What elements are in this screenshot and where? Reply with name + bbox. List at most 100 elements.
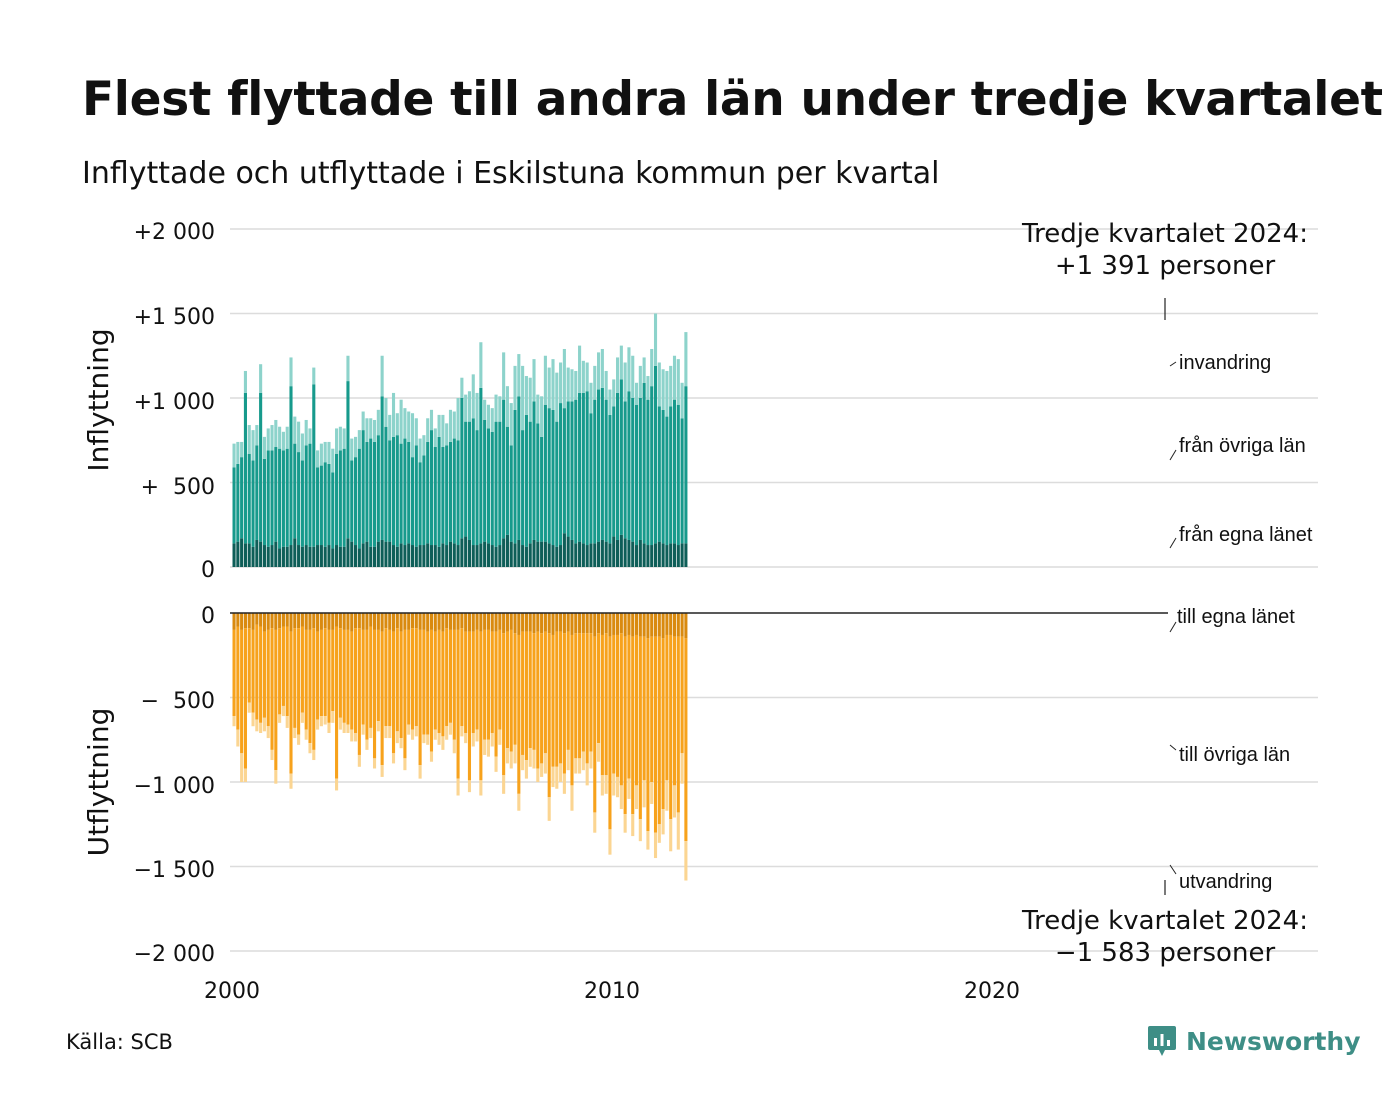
bar-out-own xyxy=(335,613,339,627)
bar-in-own xyxy=(574,543,578,567)
bar-in-immig xyxy=(627,347,631,392)
bar-in-immig xyxy=(251,430,255,461)
bar-in-own xyxy=(566,536,570,567)
bar-in-own xyxy=(669,543,673,567)
bar-out-own xyxy=(498,613,502,630)
bar-in-other xyxy=(357,448,361,549)
bar-out-other xyxy=(316,631,320,720)
bar-out-other xyxy=(555,631,559,767)
bar-out-own xyxy=(570,613,574,635)
bar-out-emig xyxy=(452,739,456,754)
bar-out-emig xyxy=(232,716,236,727)
bar-in-immig xyxy=(240,441,244,458)
bar-out-other xyxy=(342,629,346,723)
bar-out-emig xyxy=(255,719,259,732)
bar-out-emig xyxy=(342,722,346,733)
bar-out-other xyxy=(642,636,646,781)
bar-in-immig xyxy=(634,382,639,405)
bar-in-own xyxy=(570,539,574,567)
bar-in-own xyxy=(543,541,547,567)
bar-in-own xyxy=(327,545,331,567)
bar-in-other xyxy=(661,409,665,544)
bar-in-other xyxy=(350,460,354,542)
bar-out-emig xyxy=(528,748,532,767)
bar-out-own xyxy=(369,613,373,627)
bar-in-other xyxy=(471,418,475,546)
bar-in-own xyxy=(259,541,263,567)
bar-in-other xyxy=(285,448,289,547)
bar-out-emig xyxy=(619,785,623,810)
bar-in-immig xyxy=(319,443,323,466)
bar-in-immig xyxy=(460,377,464,398)
bar-out-other xyxy=(494,631,498,757)
bar-out-emig xyxy=(566,749,570,771)
bar-out-emig xyxy=(524,760,528,779)
bar-in-immig xyxy=(335,428,339,454)
bar-in-own xyxy=(403,545,407,567)
bar-out-other xyxy=(410,628,415,730)
bar-out-emig xyxy=(335,778,339,791)
bar-out-emig xyxy=(312,749,316,761)
bar-out-other xyxy=(608,636,612,830)
bar-out-emig xyxy=(293,727,297,739)
bar-in-immig xyxy=(407,411,411,442)
bar-in-other xyxy=(494,421,498,547)
bar-in-immig xyxy=(509,403,513,446)
bar-in-other xyxy=(631,398,635,542)
bar-out-own xyxy=(323,613,327,629)
bar-out-own xyxy=(391,613,396,632)
bar-in-own xyxy=(376,541,380,567)
bar-out-other xyxy=(486,629,490,740)
bar-in-immig xyxy=(521,365,525,431)
newsworthy-logo-icon xyxy=(1148,1026,1176,1056)
bar-out-emig xyxy=(589,751,593,769)
bar-in-own xyxy=(331,548,335,567)
bar-out-emig xyxy=(562,773,566,794)
bar-in-other xyxy=(372,441,377,547)
bar-in-own xyxy=(236,541,240,567)
bar-in-immig xyxy=(327,441,331,464)
bar-out-emig xyxy=(259,722,263,733)
bar-out-emig xyxy=(646,831,650,850)
leader-utvandring xyxy=(1169,864,1177,875)
bar-in-own xyxy=(247,543,251,567)
bar-in-other xyxy=(623,401,627,539)
bar-out-other xyxy=(536,631,540,769)
bar-out-own xyxy=(684,613,688,639)
bar-in-other xyxy=(467,421,472,540)
leader-till-egna-lanet xyxy=(1169,621,1177,633)
bar-in-other xyxy=(505,426,509,535)
bar-in-immig xyxy=(585,362,589,392)
bar-out-emig xyxy=(346,724,350,733)
bar-out-emig xyxy=(247,702,251,713)
bar-in-own xyxy=(460,538,464,567)
bar-out-other xyxy=(532,633,536,750)
bar-out-emig xyxy=(551,766,555,788)
bar-in-other xyxy=(232,467,236,544)
bar-out-own xyxy=(631,613,635,637)
bar-out-other xyxy=(471,631,475,733)
bar-out-other xyxy=(312,628,316,750)
bar-out-own xyxy=(460,613,464,629)
xtick-2010: 2010 xyxy=(584,979,640,1004)
bar-in-immig xyxy=(661,369,665,410)
ytick-top-2000: +2 000 xyxy=(134,220,215,245)
bar-in-immig xyxy=(619,345,623,380)
bar-in-other xyxy=(304,445,308,546)
bar-in-immig xyxy=(566,367,570,402)
bar-out-other xyxy=(300,626,304,713)
bar-out-other xyxy=(361,629,365,725)
bar-out-emig xyxy=(262,717,266,732)
bar-out-own xyxy=(274,613,278,630)
bar-in-own xyxy=(391,545,396,567)
brand-logo[interactable]: Newsworthy xyxy=(1147,1024,1361,1058)
bar-out-other xyxy=(350,631,354,730)
bar-in-immig xyxy=(483,399,487,420)
bar-in-own xyxy=(638,539,642,567)
bar-out-emig xyxy=(653,832,658,859)
bar-in-own xyxy=(498,545,502,567)
ytick-bottom-1500: −1 500 xyxy=(134,858,215,883)
label-till-egna-lanet: till egna länet xyxy=(1177,606,1295,628)
bar-out-own xyxy=(646,613,650,639)
bar-out-other xyxy=(270,628,274,750)
